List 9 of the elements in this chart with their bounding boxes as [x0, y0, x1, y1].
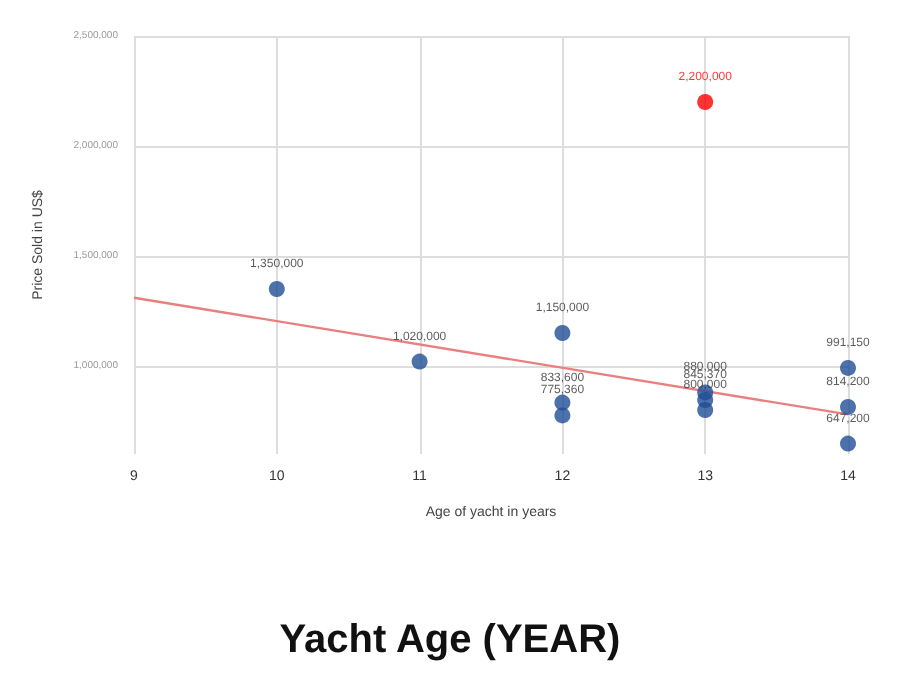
point	[697, 402, 714, 418]
point	[840, 435, 856, 452]
point	[554, 325, 571, 341]
point	[840, 359, 856, 376]
point	[697, 94, 714, 110]
point	[411, 353, 428, 370]
text: Yacht Age (YEAR)	[279, 618, 621, 662]
point	[554, 407, 571, 424]
point	[268, 281, 285, 297]
